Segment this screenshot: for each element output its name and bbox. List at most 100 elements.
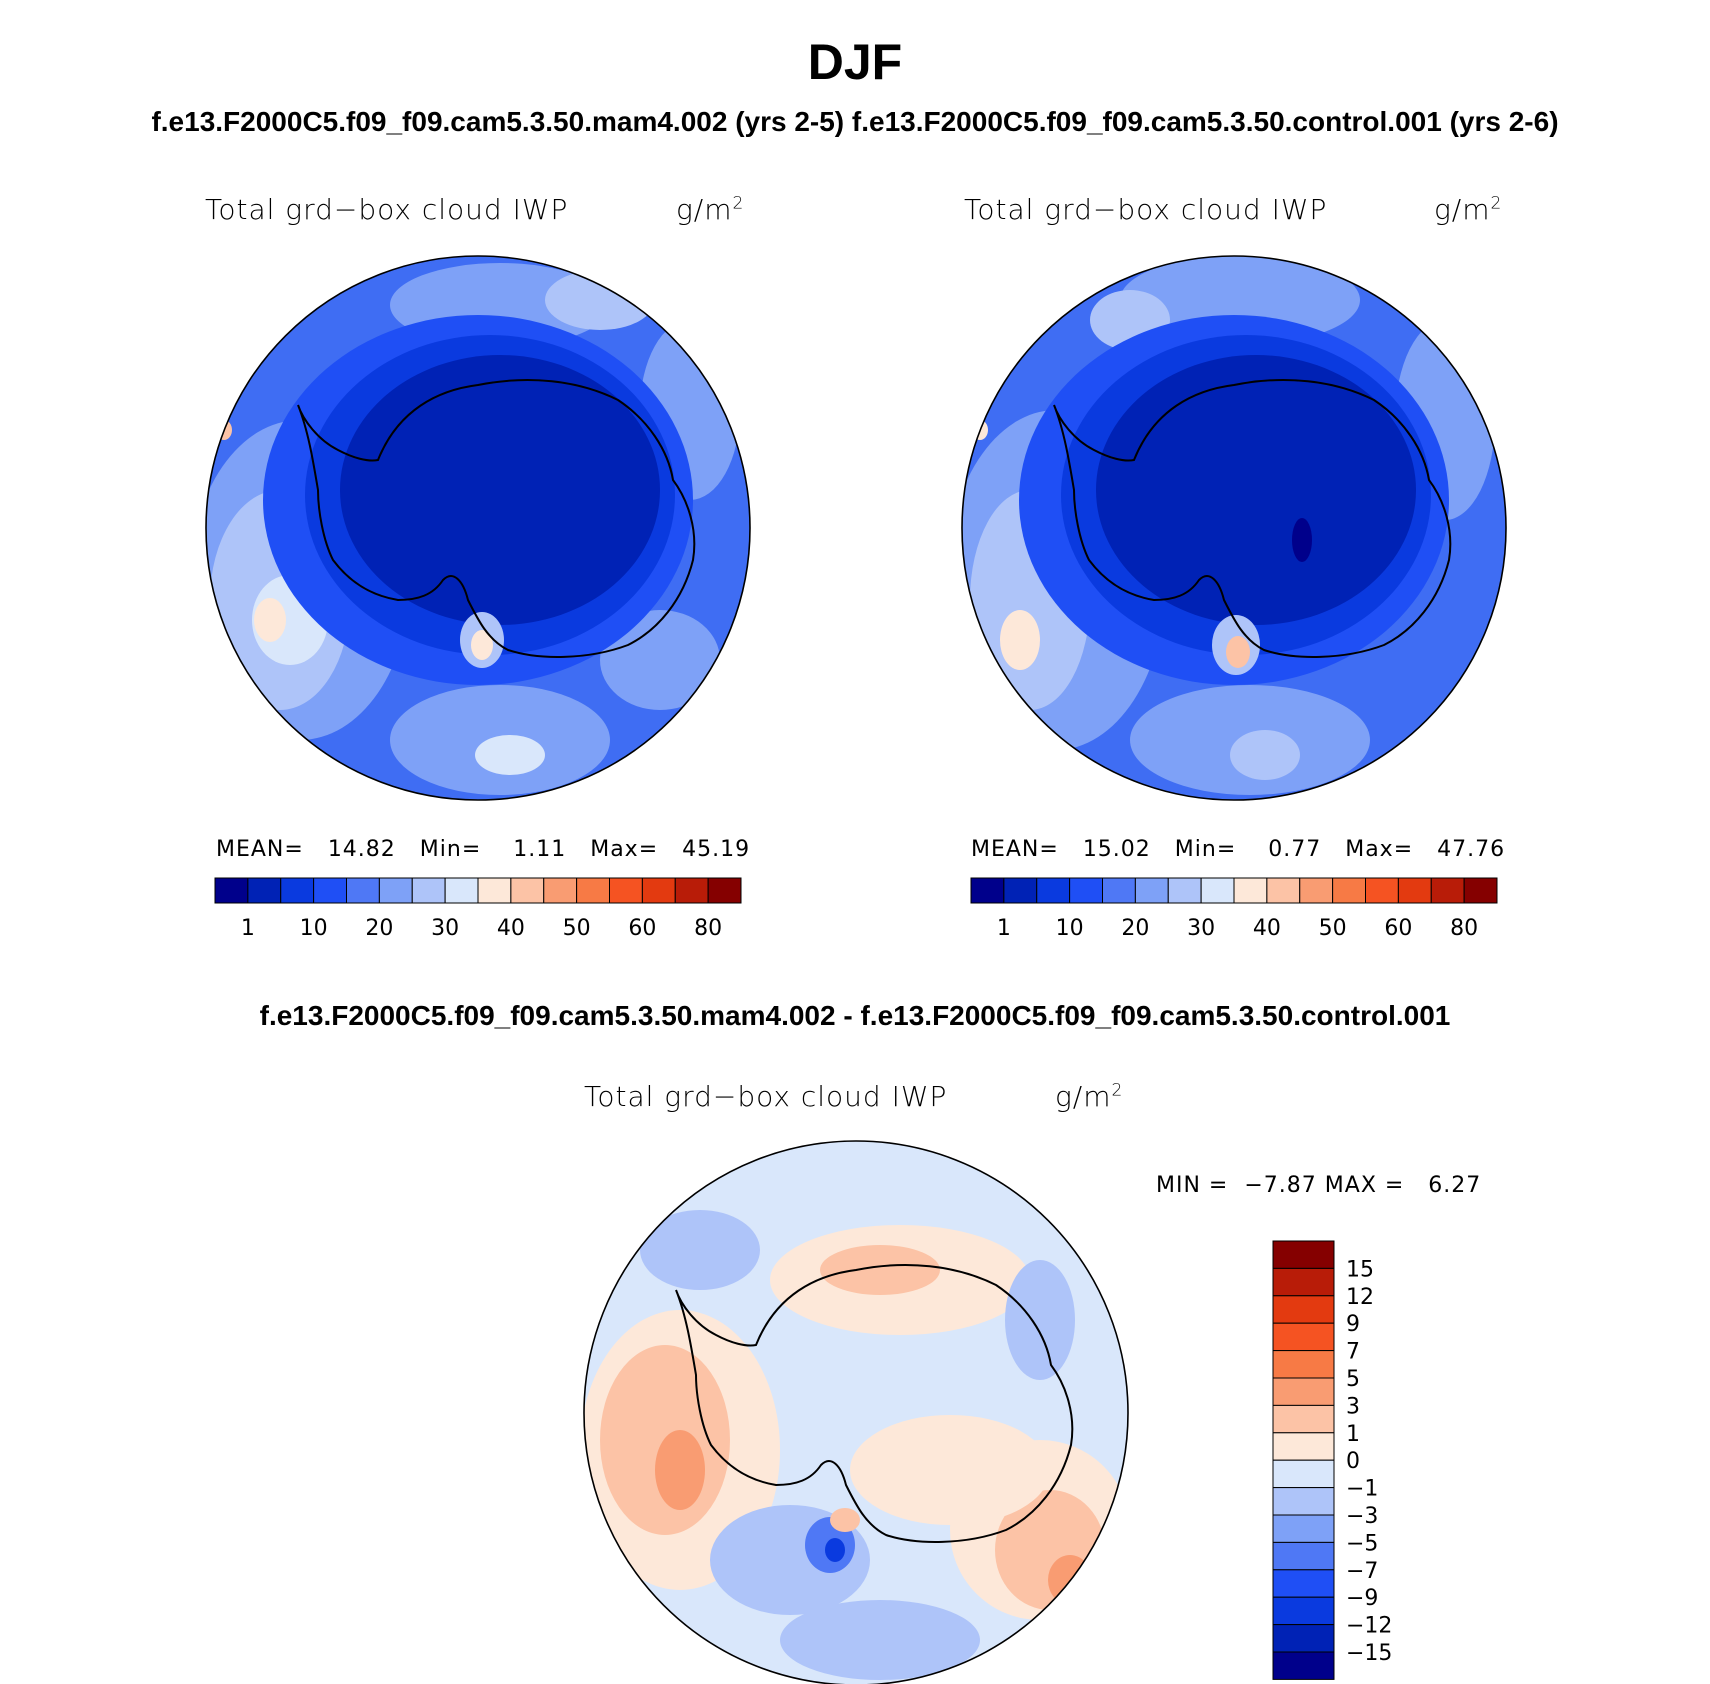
colorbar-box bbox=[609, 877, 643, 904]
colorbar-label: −3 bbox=[1346, 1504, 1378, 1529]
colorbar-box bbox=[1299, 877, 1334, 904]
colorbar-box bbox=[1167, 877, 1202, 904]
colorbar-box bbox=[641, 877, 676, 904]
panel1-stats: MEAN= 14.82 Min= 1.11 Max= 45.19 bbox=[216, 837, 751, 862]
colorbar-label: 1 bbox=[241, 916, 255, 941]
diff-subtitle: f.e13.F2000C5.f09_f09.cam5.3.50.mam4.002… bbox=[259, 1000, 1451, 1031]
colorbar-label: 60 bbox=[628, 916, 656, 941]
colorbar-box bbox=[1266, 877, 1301, 904]
colorbar-label: 3 bbox=[1346, 1394, 1360, 1419]
colorbar-label: 20 bbox=[1121, 916, 1149, 941]
colorbar-box bbox=[1272, 1651, 1335, 1680]
panel2-variable-label: Total grd−box cloud IWP bbox=[964, 193, 1328, 226]
colorbar-label: 15 bbox=[1346, 1257, 1374, 1282]
colorbar-label: 50 bbox=[563, 916, 591, 941]
colorbar-label: −5 bbox=[1346, 1531, 1378, 1556]
colorbar-label: −7 bbox=[1346, 1559, 1378, 1584]
colorbar-label: 80 bbox=[1450, 916, 1478, 941]
colorbar-label: 5 bbox=[1346, 1367, 1360, 1392]
colorbar-box bbox=[543, 877, 578, 904]
colorbar-box bbox=[707, 877, 742, 904]
colorbar-box bbox=[444, 877, 479, 904]
colorbar-label: 1 bbox=[1346, 1422, 1360, 1447]
panel1-colorbar: 1 10 20 30 40 50 60 80 bbox=[214, 877, 742, 941]
colorbar-label: −12 bbox=[1346, 1614, 1392, 1639]
colorbar-box bbox=[378, 877, 413, 904]
colorbar-box bbox=[1200, 877, 1235, 904]
colorbar-box bbox=[1272, 1487, 1335, 1516]
colorbar-label: 1 bbox=[997, 916, 1011, 941]
colorbar-label: 50 bbox=[1319, 916, 1347, 941]
colorbar-box bbox=[1272, 1459, 1335, 1489]
colorbar-box bbox=[1272, 1377, 1335, 1406]
colorbar-box bbox=[1272, 1569, 1335, 1598]
colorbar-box bbox=[1272, 1624, 1335, 1653]
colorbar-label: 40 bbox=[497, 916, 525, 941]
colorbar-box bbox=[1463, 877, 1498, 904]
colorbar-box bbox=[1397, 877, 1432, 904]
panel2-units: g/m2 bbox=[1434, 193, 1503, 226]
colorbar-box bbox=[1272, 1596, 1335, 1626]
colorbar-label: 80 bbox=[694, 916, 722, 941]
colorbar-box bbox=[346, 877, 380, 904]
colorbar-box bbox=[411, 877, 446, 904]
colorbar-label: 10 bbox=[300, 916, 328, 941]
panel1-units: g/m2 bbox=[676, 193, 745, 226]
colorbar-box bbox=[1233, 877, 1268, 904]
colorbar-box bbox=[510, 877, 545, 904]
colorbar-box bbox=[280, 877, 315, 904]
colorbar-box bbox=[1272, 1295, 1335, 1324]
panel1-frame bbox=[205, 255, 751, 801]
colorbar-box bbox=[1332, 877, 1366, 904]
panel2-frame bbox=[961, 255, 1507, 801]
colorbar-box bbox=[970, 877, 1005, 904]
diff-units: g/m2 bbox=[1055, 1080, 1124, 1113]
colorbar-box bbox=[1069, 877, 1103, 904]
colorbar-box bbox=[1272, 1404, 1335, 1434]
colorbar-label: 10 bbox=[1056, 916, 1084, 941]
colorbar-box bbox=[214, 877, 249, 904]
diff-frame bbox=[583, 1140, 1129, 1684]
colorbar-label: 60 bbox=[1384, 916, 1412, 941]
colorbar-label: 30 bbox=[431, 916, 459, 941]
colorbar-box bbox=[1003, 877, 1038, 904]
colorbar-box bbox=[1272, 1240, 1335, 1269]
colorbar-box bbox=[674, 877, 709, 904]
colorbar-label: 0 bbox=[1346, 1449, 1360, 1474]
colorbar-box bbox=[247, 877, 282, 904]
diff-variable-label: Total grd−box cloud IWP bbox=[584, 1080, 948, 1113]
colorbar-box bbox=[313, 877, 347, 904]
colorbar-label: 12 bbox=[1346, 1285, 1374, 1310]
colorbar-box bbox=[1134, 877, 1169, 904]
colorbar-box bbox=[1272, 1432, 1335, 1461]
colorbar-box bbox=[576, 877, 610, 904]
panel2-map bbox=[962, 256, 1506, 800]
colorbar-box bbox=[1272, 1267, 1335, 1297]
figure-title: DJF bbox=[807, 34, 903, 90]
colorbar-box bbox=[1036, 877, 1071, 904]
top-subtitle: f.e13.F2000C5.f09_f09.cam5.3.50.mam4.002… bbox=[151, 106, 1559, 137]
colorbar-box bbox=[1272, 1541, 1335, 1571]
colorbar-box bbox=[1272, 1350, 1335, 1379]
colorbar-label: 7 bbox=[1346, 1340, 1360, 1365]
colorbar-box bbox=[1365, 877, 1399, 904]
colorbar-label: 30 bbox=[1187, 916, 1215, 941]
diff-minmax: MIN = −7.87 MAX = 6.27 bbox=[1156, 1173, 1482, 1198]
colorbar-box bbox=[1430, 877, 1465, 904]
diff-colorbar: 15 129 753 10 −1−3−5 −7−9 −12−15 bbox=[1272, 1240, 1392, 1680]
colorbar-label: −1 bbox=[1346, 1477, 1378, 1502]
panel2-colorbar: 1 10 20 30 40 50 60 80 bbox=[970, 877, 1498, 941]
colorbar-label: 9 bbox=[1346, 1312, 1360, 1337]
colorbar-box bbox=[1272, 1322, 1335, 1352]
colorbar-label: 40 bbox=[1253, 916, 1281, 941]
colorbar-box bbox=[1272, 1514, 1335, 1543]
colorbar-box bbox=[1102, 877, 1136, 904]
colorbar-box bbox=[477, 877, 512, 904]
colorbar-label: −9 bbox=[1346, 1586, 1378, 1611]
panel1-variable-label: Total grd−box cloud IWP bbox=[205, 193, 569, 226]
colorbar-label: 20 bbox=[365, 916, 393, 941]
colorbar-label: −15 bbox=[1346, 1641, 1392, 1666]
diff-map bbox=[584, 1141, 1128, 1684]
panel2-stats: MEAN= 15.02 Min= 0.77 Max= 47.76 bbox=[971, 837, 1506, 862]
